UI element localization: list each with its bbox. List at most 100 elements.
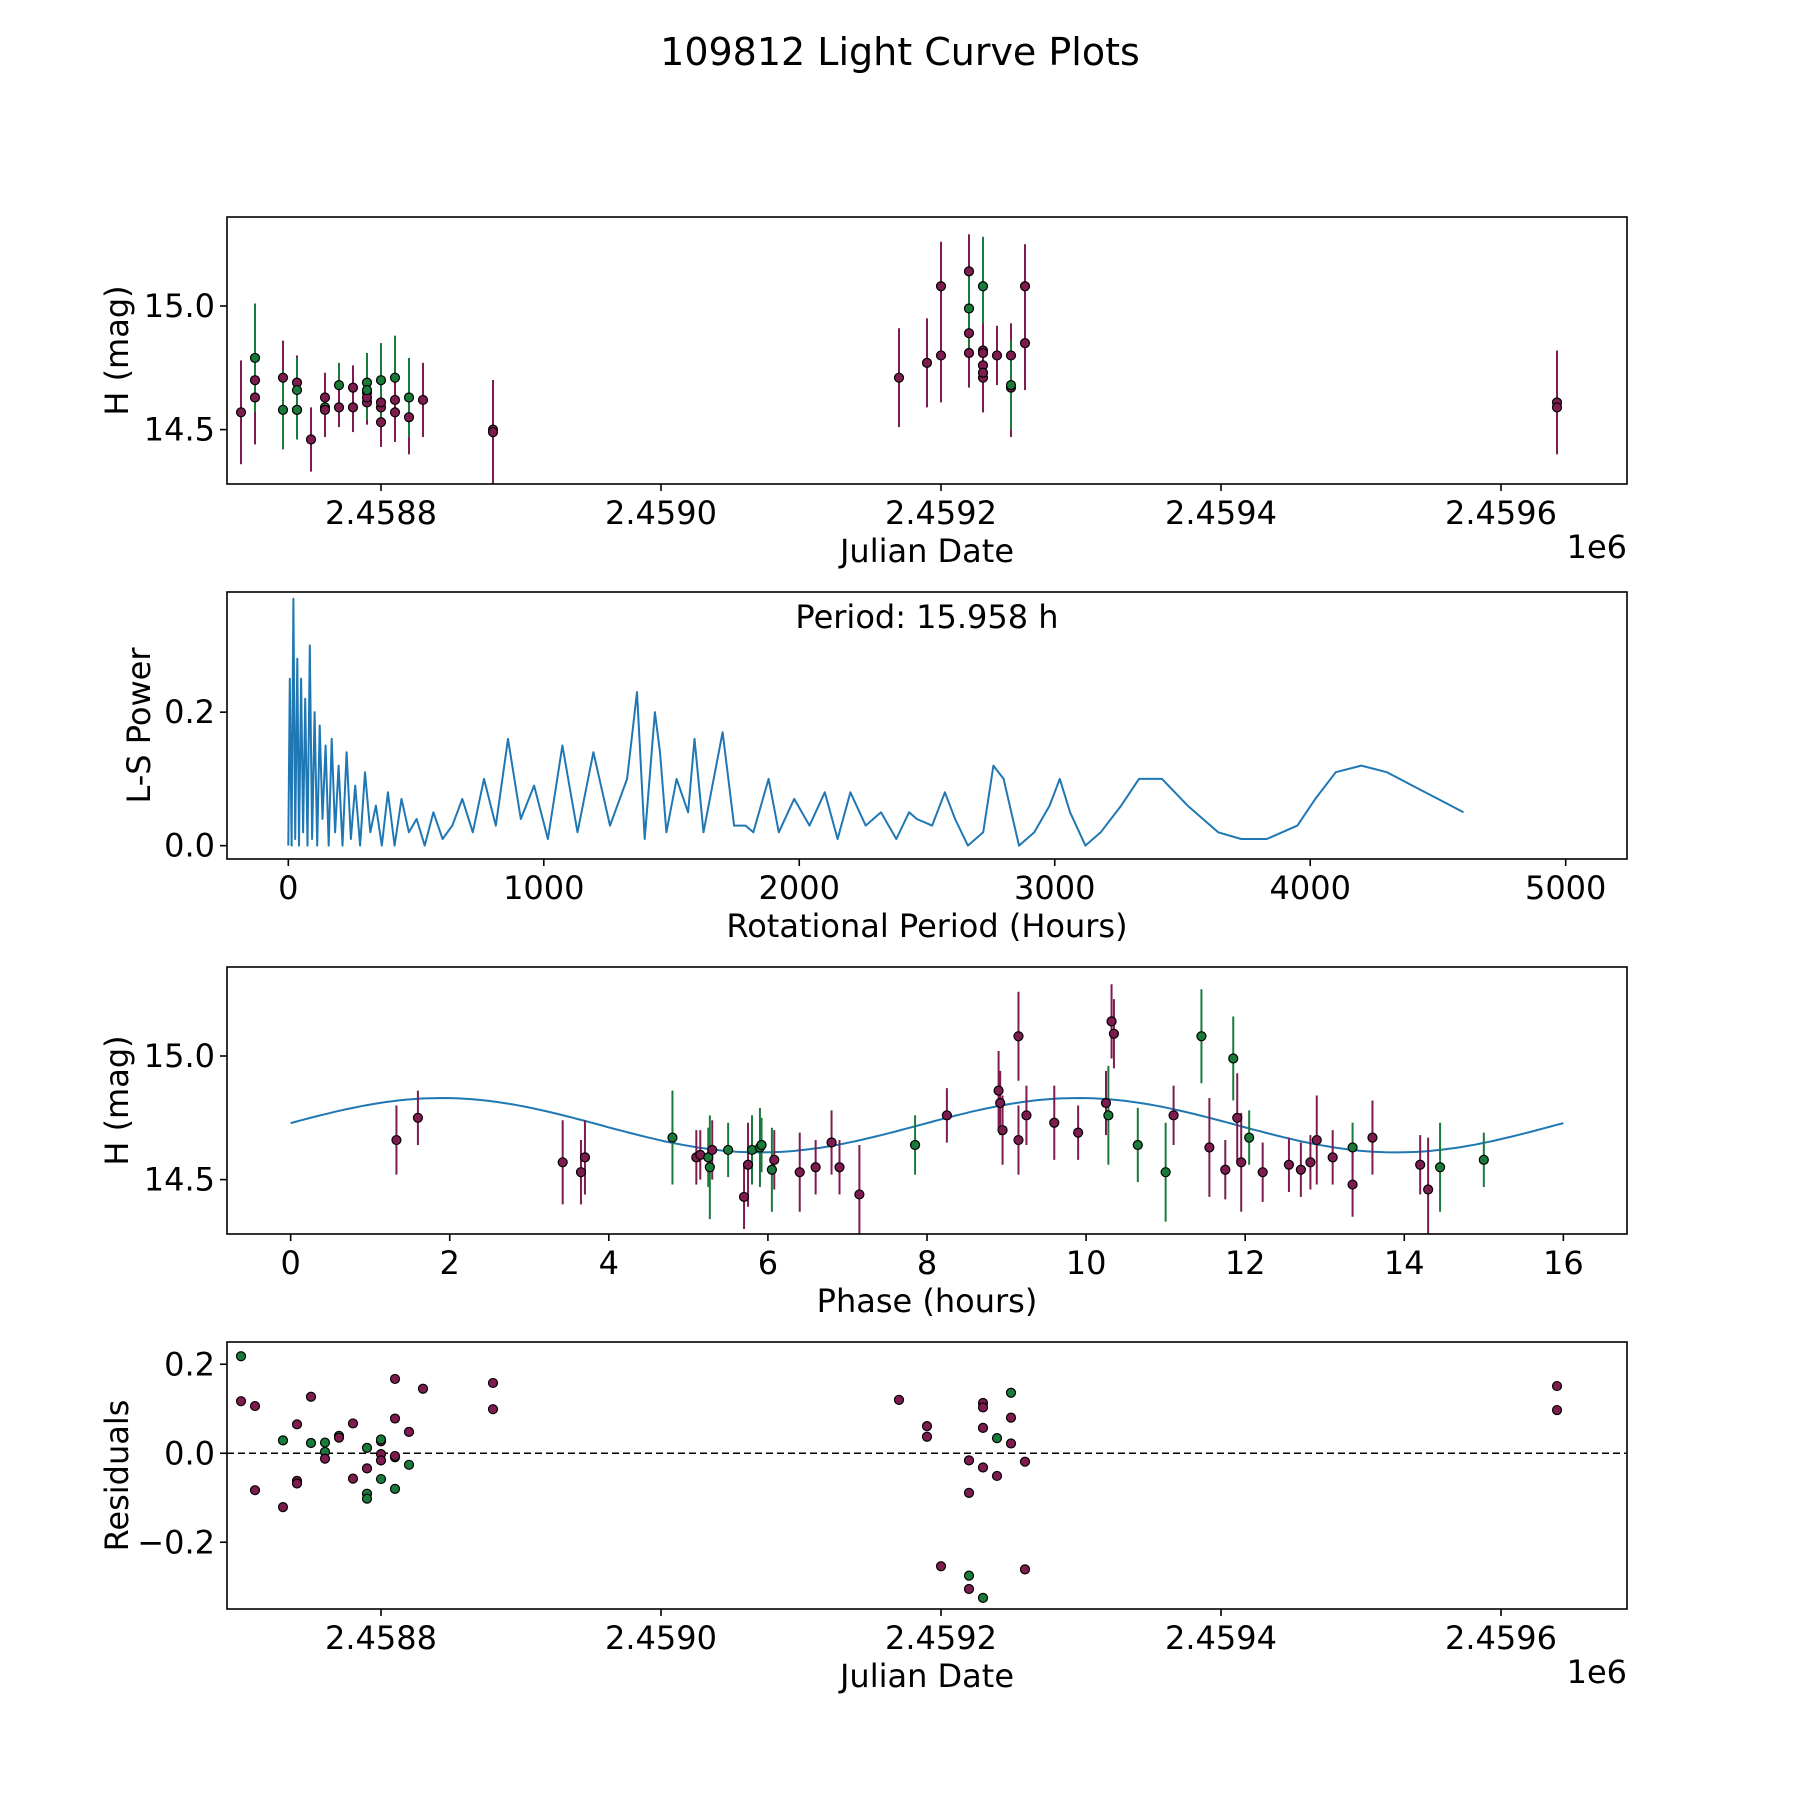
data-point [361,1493,373,1504]
data-point [991,1433,1003,1444]
data-point [977,281,989,292]
data-point [305,434,317,445]
data-point [1347,1179,1358,1190]
data-point [389,372,401,383]
y-tick-label: 15.0 [144,1037,215,1075]
x-tick-label: 2.4596 [1445,494,1557,532]
data-point [557,1157,568,1168]
data-point [1106,1016,1117,1027]
data-point [412,1112,424,1123]
axes-frame [226,966,1628,1235]
data-point [375,375,387,386]
data-point [333,402,345,413]
panel-periodogram: 0 1000 2000 3000 4000 5000 0.0 0.2 Rotational Pe… [120,591,1628,945]
data-point [1021,1110,1032,1121]
data-point [333,380,345,391]
data-point [375,397,387,408]
data-point [487,1404,499,1415]
data-point [854,1189,865,1200]
data-point [487,1377,499,1389]
data-point [977,347,989,359]
data-point [249,1485,261,1496]
data-point [333,1432,345,1443]
x-tick-label: 2.4588 [325,494,437,532]
x-tick-label: 2.4594 [1165,1619,1277,1657]
panels: 2.4588 2.4590 2.4592 2.4594 2.4596 14.5 15.0 Ju… [98,216,1628,1695]
data-point [1423,1184,1434,1195]
data-point [977,1592,989,1603]
data-point [249,1400,261,1412]
data-point [1232,1112,1243,1123]
data-point [249,375,261,386]
data-point [1073,1127,1084,1138]
data-point [305,1391,317,1402]
data-point [1257,1167,1268,1178]
data-point [361,384,373,396]
data-point [319,392,331,403]
x-axis-label: Rotational Period (Hours) [726,907,1127,945]
data-point [995,1097,1006,1109]
data-point [249,392,261,403]
data-point [1019,337,1031,349]
x-tick-label: 14 [1384,1244,1425,1282]
data-point [769,1154,780,1165]
x-tick-label: 2000 [759,869,840,907]
periodogram-line [287,597,1464,847]
data-point [389,1450,401,1462]
x-offset-label: 1e6 [1567,528,1627,566]
x-axis-label: Julian Date [838,532,1014,570]
data-point [723,1144,734,1156]
data-point [766,1164,777,1175]
data-point [319,1437,331,1448]
data-point [977,367,989,378]
y-tick-label: 0.2 [164,1345,215,1383]
x-tick-label: 4000 [1269,869,1350,907]
y-tick-label: 14.5 [144,1161,215,1199]
data-point [756,1139,767,1151]
data-point [291,404,303,415]
data-point [991,1470,1003,1482]
data-point [389,1483,401,1494]
data-point [1108,1028,1120,1039]
data-point [403,412,415,423]
data-point [909,1139,921,1151]
data-point [963,1487,975,1498]
data-point [1327,1152,1338,1163]
data-point [1367,1132,1378,1143]
data-point [963,1583,975,1595]
data-point [1551,1380,1563,1392]
x-tick-label: 8 [917,1244,937,1282]
data-point [1049,1117,1060,1128]
period-annotation: Period: 15.958 h [795,598,1058,636]
data-point [1013,1031,1024,1042]
data-point [403,1426,415,1437]
x-tick-label: 12 [1225,1244,1266,1282]
data-point [1220,1164,1231,1175]
data-point [963,328,975,339]
data-point [893,372,905,383]
plot-area-phase_fold [290,984,1564,1234]
plot-area-residuals [227,1351,1627,1603]
x-tick-label: 5000 [1525,869,1606,907]
data-point [963,1455,975,1466]
data-point [826,1137,837,1148]
data-point [277,404,289,415]
x-tick-label: 2.4588 [325,1619,437,1657]
data-point [991,350,1003,361]
data-point [579,1152,591,1163]
x-tick-label: 2.4592 [885,494,997,532]
data-point [235,1396,247,1407]
data-point [291,384,303,396]
figure-title: 109812 Light Curve Plots [660,30,1140,74]
y-tick-label: 14.5 [144,411,215,449]
data-point [1305,1157,1316,1168]
y-tick-label: 0.2 [164,693,215,731]
plot-area-periodogram [287,597,1464,847]
axes-frame [226,216,1628,485]
x-tick-label: 10 [1066,1244,1107,1282]
data-point [834,1162,845,1173]
data-point [487,426,499,438]
data-point [935,281,947,292]
data-point [1311,1134,1322,1146]
data-point [319,404,331,415]
